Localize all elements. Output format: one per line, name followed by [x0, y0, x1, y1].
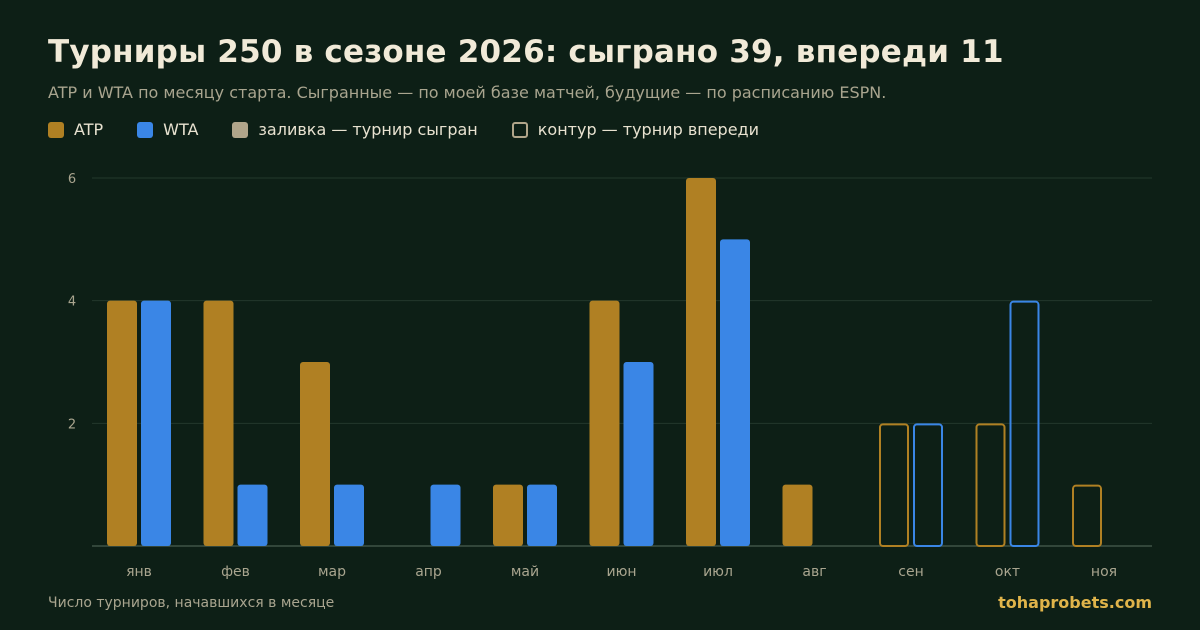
bar-atp-0 — [107, 300, 137, 546]
bar-atp-9 — [975, 423, 1006, 548]
bar-wta-6 — [720, 239, 750, 547]
x-tick-label: авг — [802, 564, 826, 580]
legend-label-atp: ATP — [74, 120, 104, 139]
bar-atp-2 — [300, 362, 330, 546]
chart-title: Турниры 250 в сезоне 2026: сыграно 39, в… — [48, 34, 1004, 70]
bar-wta-2 — [334, 484, 364, 546]
legend: ATP WTA заливка — турнир сыгран контур —… — [48, 120, 793, 139]
legend-swatch-wta — [137, 121, 154, 138]
legend-item-played: заливка — турнир сыгран — [232, 120, 478, 139]
x-tick-label: май — [511, 564, 539, 580]
x-tick-label: янв — [126, 564, 152, 580]
bar-wta-9 — [1009, 300, 1040, 547]
chart-subtitle: ATP и WTA по месяцу старта. Сыгранные — … — [48, 83, 887, 102]
x-tick-label: фев — [221, 564, 250, 580]
x-tick-label: апр — [415, 564, 442, 580]
legend-item-wta: WTA — [137, 120, 198, 139]
bar-atp-5 — [589, 300, 620, 546]
footer-note: Число турниров, начавшихся в месяце — [48, 595, 335, 611]
y-tick-label: 4 — [68, 295, 76, 310]
bar-atp-6 — [686, 178, 716, 546]
legend-swatch-played — [232, 121, 249, 138]
x-tick-label: июл — [703, 564, 733, 580]
bar-atp-10 — [1072, 484, 1102, 547]
x-tick-label: июн — [606, 564, 636, 580]
legend-label-wta: WTA — [163, 120, 199, 139]
footer-brand[interactable]: tohaprobets.com — [998, 593, 1152, 612]
bar-wta-5 — [623, 362, 654, 546]
bar-wta-3 — [430, 484, 461, 546]
legend-label-played: заливка — турнир сыгран — [258, 120, 478, 139]
legend-label-upcoming: контур — турнир впереди — [537, 120, 760, 139]
x-tick-label: мар — [318, 564, 346, 580]
bar-wta-8 — [913, 423, 943, 548]
bar-wta-1 — [237, 484, 268, 546]
y-tick-label: 6 — [68, 172, 76, 187]
y-tick-label: 2 — [68, 417, 76, 432]
legend-item-atp: ATP — [48, 120, 103, 139]
bar-atp-1 — [203, 300, 234, 546]
legend-swatch-atp — [48, 121, 64, 138]
x-tick-label: ноя — [1091, 564, 1117, 580]
bar-atp-4 — [493, 484, 523, 546]
legend-swatch-upcoming — [511, 121, 528, 138]
x-tick-label: сен — [898, 564, 923, 580]
legend-item-upcoming: контур — турнир впереди — [511, 120, 760, 139]
bar-atp-8 — [879, 423, 909, 548]
bar-wta-0 — [141, 300, 171, 546]
bar-wta-4 — [527, 484, 557, 546]
x-tick-label: окт — [995, 564, 1020, 580]
bar-atp-7 — [782, 484, 813, 546]
